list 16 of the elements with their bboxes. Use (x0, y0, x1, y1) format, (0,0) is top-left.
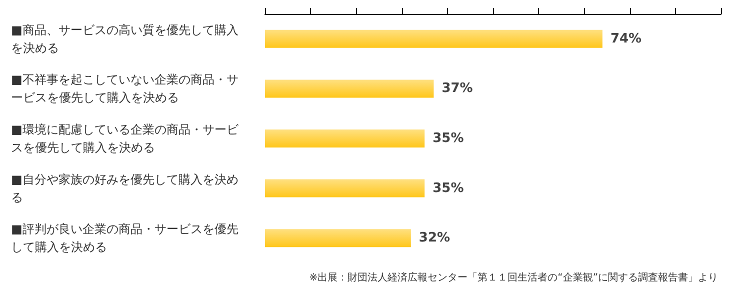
text: ※出展：財団法人経済広報センター「第１１回生活者の“企業観”に関する調査報告書」より (309, 272, 718, 284)
bar (265, 179, 425, 198)
bar (265, 229, 411, 248)
y-tick-label: ■自分や家族の好みを優先して購入を決める (11, 172, 238, 204)
bar (265, 130, 425, 148)
data-label: 37% (442, 81, 473, 96)
y-tick-label: ■商品、サービスの高い質を優先して購入を決める (11, 22, 238, 55)
y-tick-label: ■評判が良い企業の商品・サービスを優先して購入を決める (11, 222, 238, 254)
y-tick-label: ■不祥事を起こしていない企業の商品・サービスを優先して購入を決める (11, 72, 238, 105)
bar (265, 80, 434, 98)
data-label: 35% (432, 131, 464, 146)
data-label: 74% (610, 31, 642, 46)
data-label: 35% (432, 180, 464, 196)
bar (265, 30, 602, 48)
data-label: 32% (418, 230, 450, 246)
y-tick-label: ■環境に配慮している企業の商品・サービスを優先して購入を決める (11, 122, 240, 154)
